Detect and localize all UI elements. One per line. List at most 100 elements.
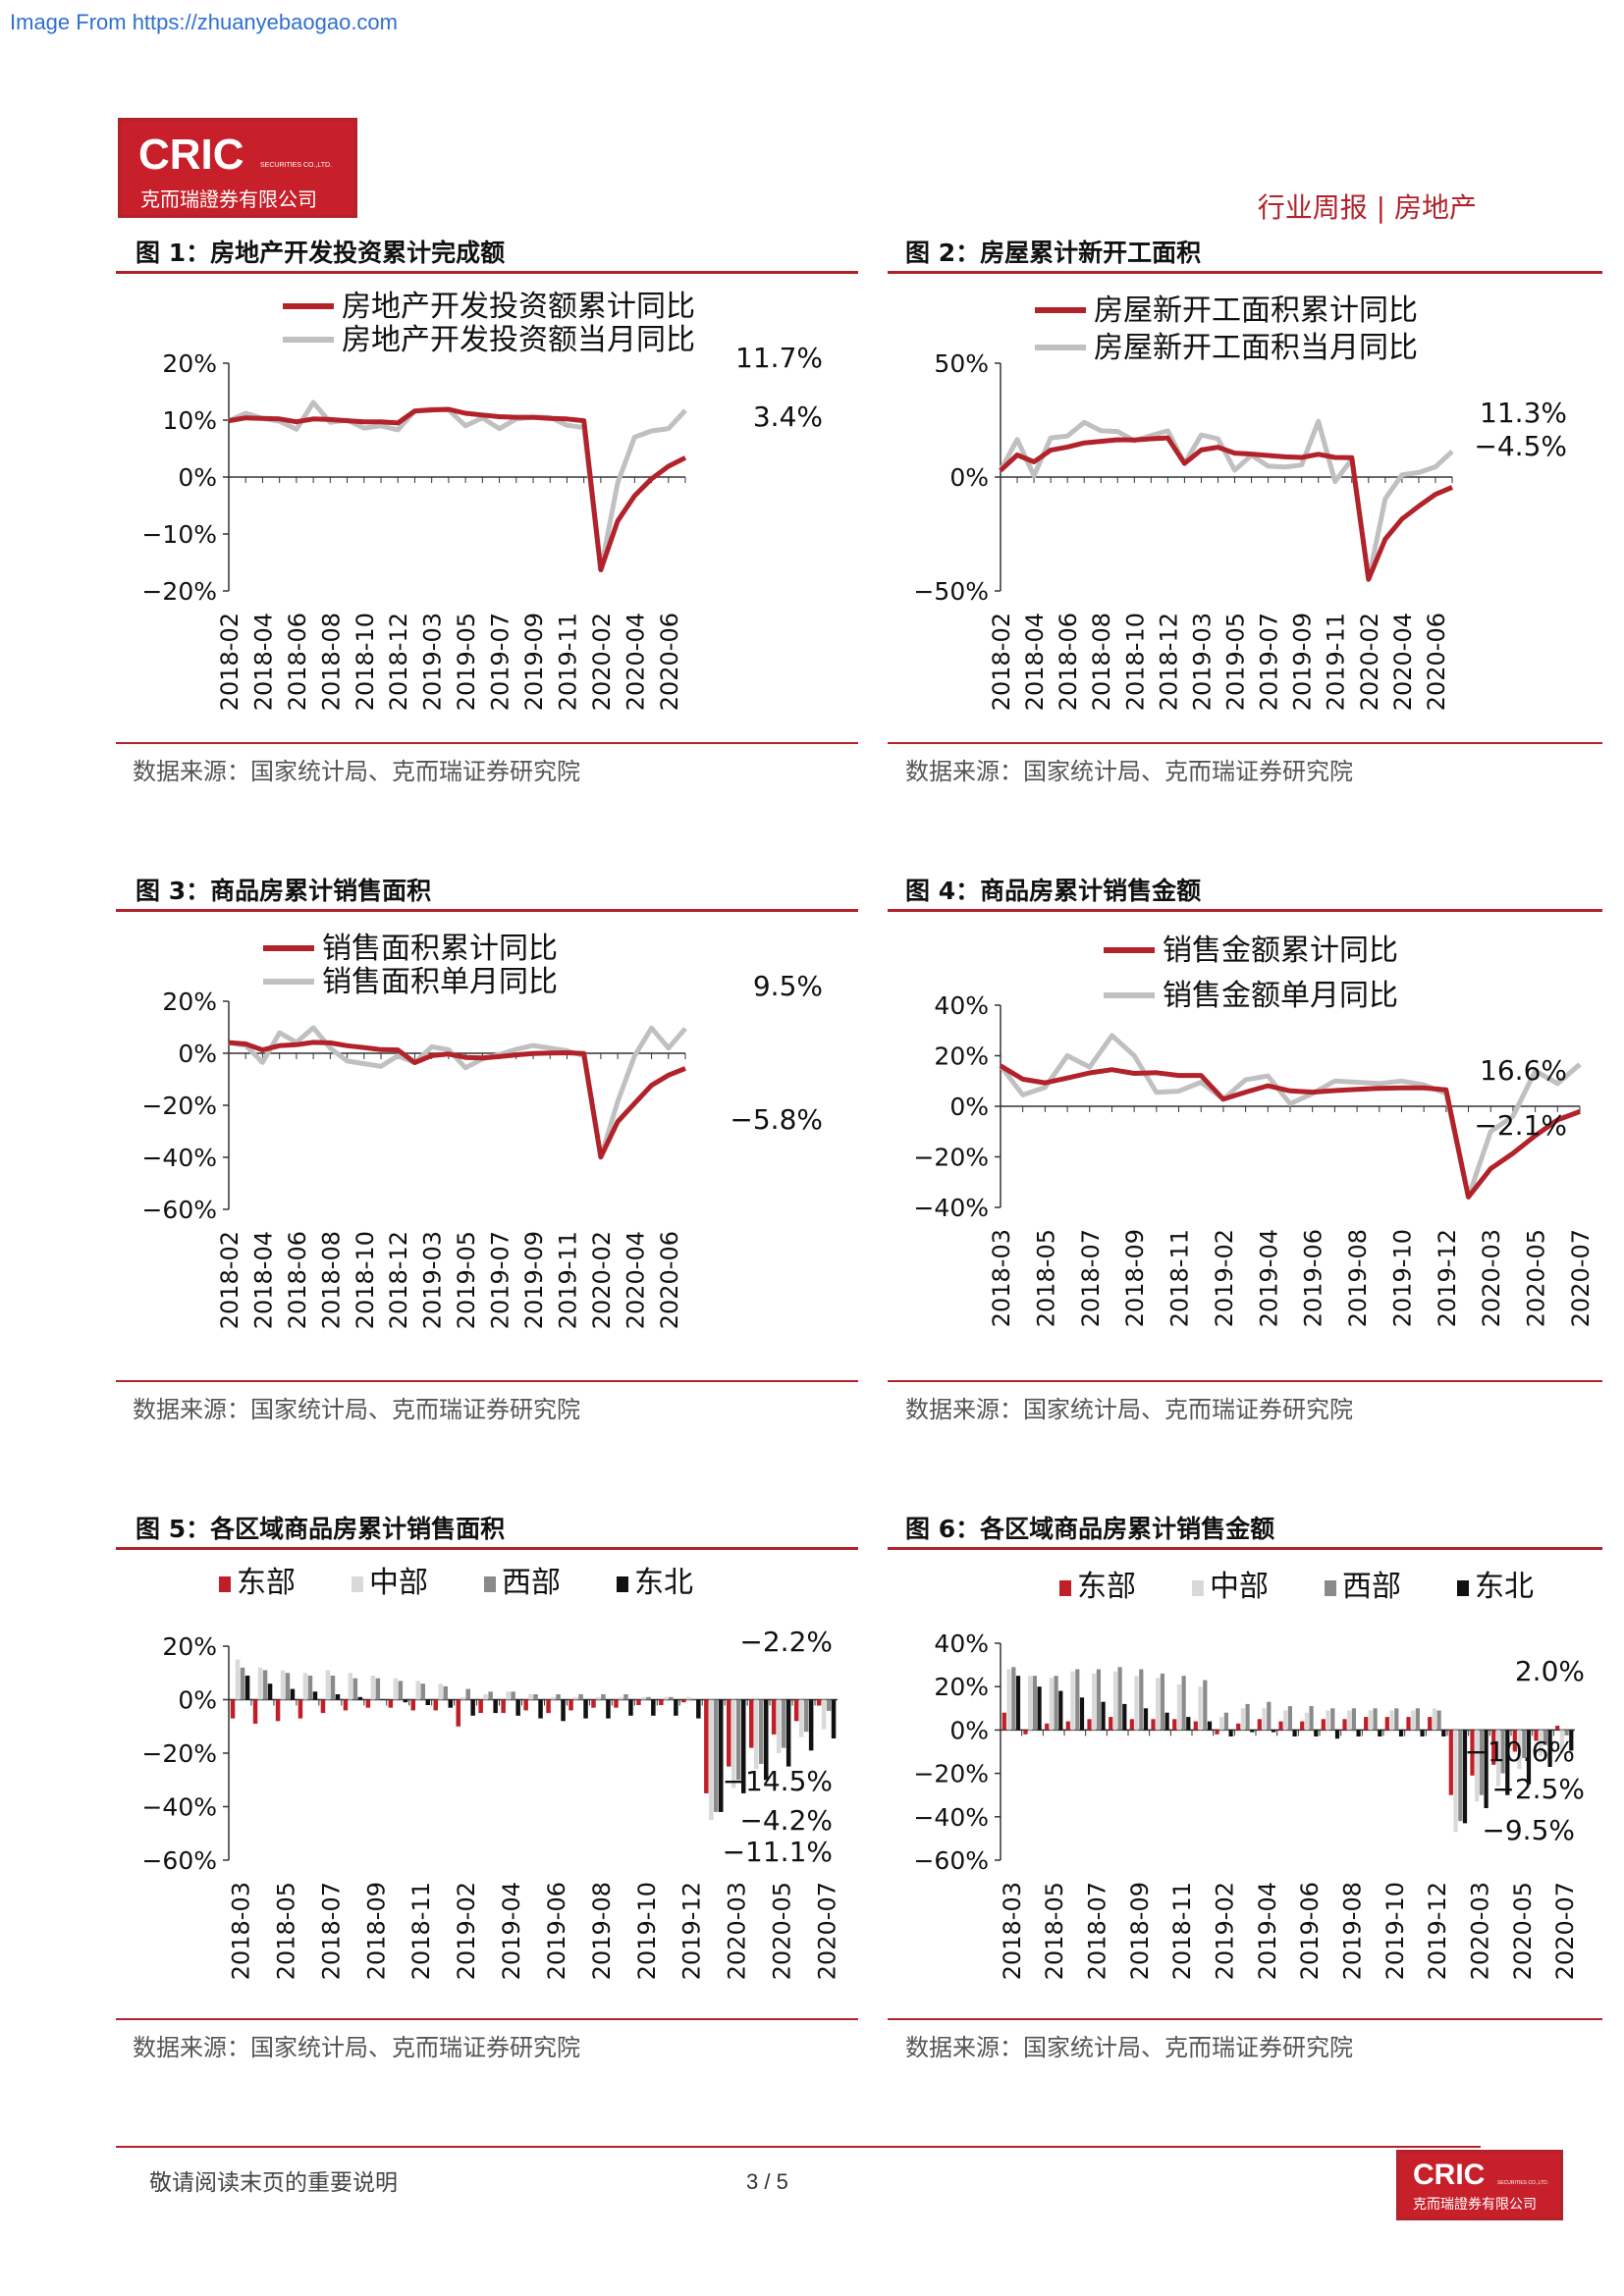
bar-3 — [578, 1694, 583, 1700]
bar-4 — [1526, 1730, 1532, 1785]
y-tick-label: 40% — [934, 1629, 989, 1658]
legend-label: 西部 — [502, 1566, 561, 1600]
bar-3 — [1223, 1712, 1228, 1731]
bar-2 — [821, 1699, 827, 1730]
annotation-label: 3.4% — [753, 400, 823, 433]
bar-1 — [568, 1699, 573, 1711]
bar-4 — [719, 1699, 724, 1812]
fig4-bottom-rule — [888, 1380, 1602, 1382]
source-watermark[interactable]: Image From https://zhuanyebaogao.com — [10, 10, 398, 34]
bar-2 — [1559, 1730, 1564, 1753]
x-tick-label: 2019-08 — [1339, 1882, 1367, 1980]
x-tick-label: 2019-12 — [1424, 1882, 1451, 1980]
bar-2 — [1389, 1710, 1394, 1731]
x-tick-label: 2020-03 — [724, 1882, 751, 1980]
x-tick-label: 2018-10 — [352, 1231, 379, 1329]
x-tick-label: 2018-04 — [249, 613, 277, 711]
x-tick-label: 2019-10 — [633, 1882, 661, 1980]
bar-2 — [1176, 1684, 1181, 1731]
bar-4 — [561, 1699, 566, 1722]
footer-logo: CRIC SECURITIES CO.,LTD. 克而瑞證券有限公司 — [1396, 2150, 1563, 2220]
bar-3 — [488, 1691, 493, 1700]
legend-swatch — [352, 1576, 363, 1592]
bar-1 — [1491, 1730, 1496, 1765]
fig1-source: 数据来源：国家统计局、克而瑞证券研究院 — [133, 758, 580, 785]
bar-4 — [470, 1699, 475, 1716]
bar-4 — [244, 1676, 250, 1700]
bar-3 — [1181, 1676, 1186, 1731]
legend-label: 中部 — [1210, 1570, 1269, 1604]
x-tick-label: 2020-03 — [1478, 1229, 1505, 1327]
x-tick-label: 2019-08 — [588, 1882, 616, 1980]
x-tick-label: 2018-06 — [1055, 613, 1082, 711]
x-tick-label: 2018-11 — [1166, 1229, 1194, 1327]
legend-swatch — [617, 1576, 628, 1592]
footer-note: 敬请阅读末页的重要说明 — [149, 2170, 398, 2196]
y-tick-label: 0% — [949, 1716, 989, 1744]
y-tick-label: 0% — [949, 463, 989, 492]
bar-4 — [606, 1699, 611, 1719]
bar-3 — [398, 1681, 404, 1700]
annotation-label: −10.6% — [1465, 1735, 1575, 1768]
bar-4 — [1569, 1730, 1574, 1751]
legend-label: 销售金额累计同比 — [1163, 934, 1398, 968]
bar-2 — [686, 1696, 691, 1700]
bar-2 — [415, 1681, 420, 1700]
bar-1 — [298, 1699, 303, 1719]
bar-4 — [1292, 1730, 1297, 1736]
legend-label: 销售面积累计同比 — [322, 932, 558, 966]
bar-3 — [420, 1683, 425, 1700]
bar-3 — [781, 1699, 786, 1748]
bar-3 — [307, 1676, 313, 1700]
bar-4 — [785, 1699, 791, 1767]
y-tick-label: −60% — [913, 1846, 989, 1875]
bar-4 — [1334, 1730, 1340, 1739]
fig2-bottom-rule — [888, 742, 1602, 744]
legend-swatch — [1059, 1580, 1071, 1596]
fig5-title: 图 5：各区域商品房累计销售面积 — [135, 1515, 506, 1543]
bar-3 — [714, 1699, 719, 1812]
bar-1 — [1278, 1721, 1283, 1731]
chart-2-svg: 50%0%−50%2018-02 2018-04 2018-06 2018-08 201… — [913, 294, 1567, 711]
bar-3 — [1054, 1676, 1058, 1731]
bar-2 — [348, 1673, 353, 1700]
annotation-label: −4.5% — [1474, 430, 1567, 462]
x-tick-label: 2019-10 — [1381, 1882, 1409, 1980]
x-tick-label: 2019-06 — [1296, 1882, 1324, 1980]
y-tick-label: −60% — [141, 1196, 217, 1224]
bar-1 — [456, 1699, 460, 1727]
x-tick-label: 2018-02 — [216, 1231, 244, 1329]
annotation-label: 11.3% — [1480, 397, 1567, 429]
bar-4 — [1186, 1717, 1191, 1731]
bar-3 — [240, 1667, 245, 1700]
bar-4 — [1228, 1730, 1233, 1736]
logo-cn: 克而瑞證券有限公司 — [140, 187, 317, 211]
bar-1 — [1172, 1719, 1177, 1731]
x-tick-label: 2019-09 — [520, 613, 548, 711]
y-tick-label: −40% — [913, 1803, 989, 1832]
legend-swatch — [219, 1576, 231, 1592]
legend-label: 房地产开发投资额累计同比 — [342, 290, 695, 324]
bar-2 — [596, 1696, 601, 1700]
x-tick-label: 2019-10 — [1388, 1229, 1416, 1327]
bar-3 — [330, 1676, 336, 1700]
bar-1 — [659, 1699, 664, 1705]
bar-4 — [312, 1691, 318, 1700]
chart-6-svg: 40% 20% 0% −20% −40% −60% 2018-03 2018-05 2018-0… — [913, 1570, 1585, 1980]
bar-2 — [1006, 1669, 1011, 1731]
x-tick-label: 2018-11 — [407, 1882, 435, 1980]
bar-4 — [1356, 1730, 1361, 1736]
x-tick-label: 2018-03 — [999, 1882, 1026, 1980]
fig1-rule — [116, 271, 858, 274]
bar-1 — [365, 1699, 371, 1708]
bar-2 — [1304, 1712, 1309, 1731]
x-tick-label: 2018-02 — [216, 613, 244, 711]
bar-3 — [1500, 1730, 1505, 1774]
fig4-source: 数据来源：国家统计局、克而瑞证券研究院 — [905, 1396, 1353, 1423]
bar-3 — [1330, 1708, 1335, 1731]
legend-label: 中部 — [369, 1566, 428, 1600]
x-tick-label: 2020-04 — [622, 1231, 649, 1329]
x-tick-label: 2019-12 — [678, 1882, 706, 1980]
bar-2 — [1028, 1676, 1033, 1731]
bar-1 — [1193, 1721, 1198, 1731]
